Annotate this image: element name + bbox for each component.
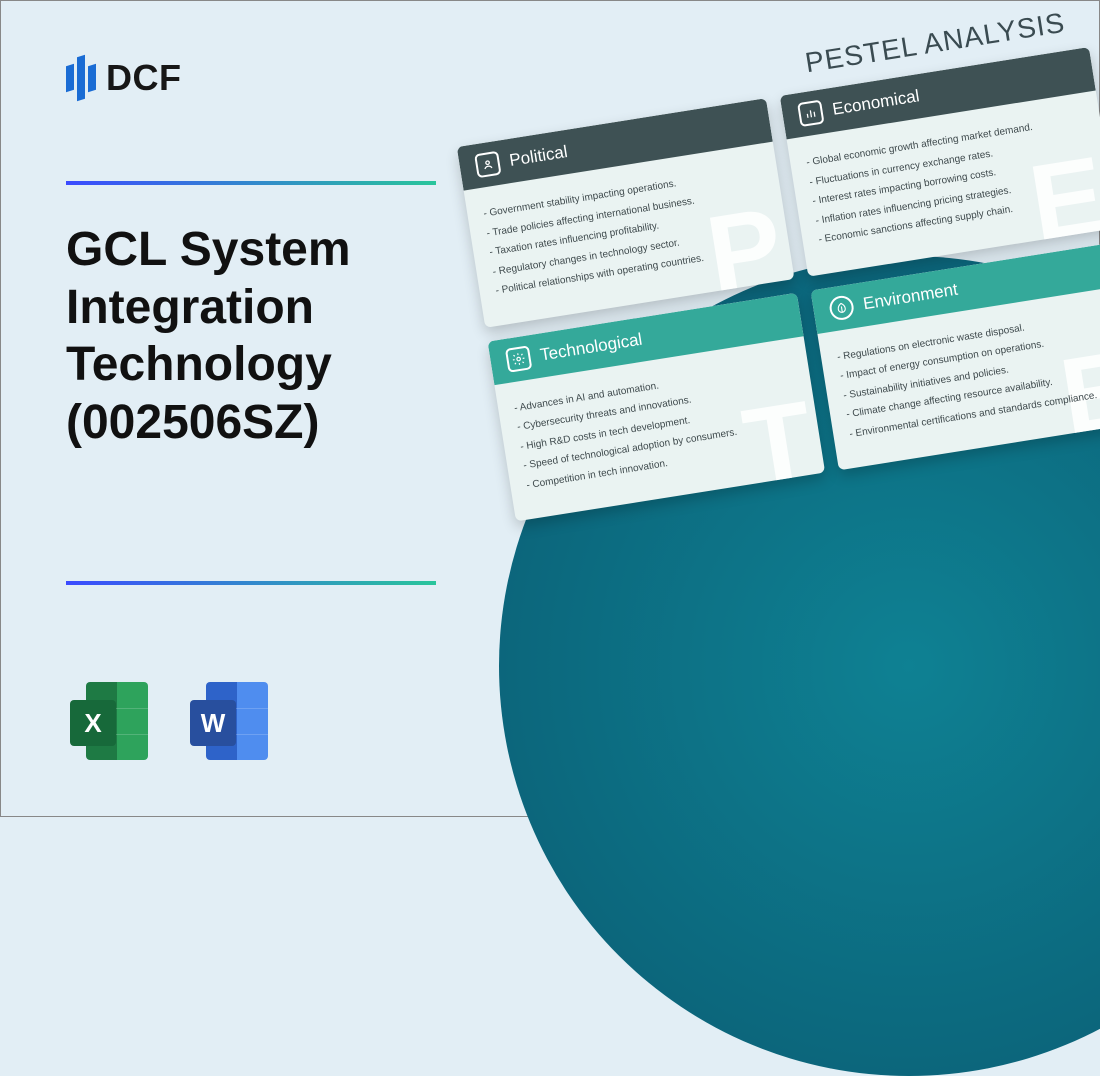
excel-letter: X <box>70 700 116 746</box>
divider-bottom <box>66 581 436 585</box>
card-title: Political <box>508 142 569 171</box>
page-title: GCL System Integration Technology (00250… <box>66 221 466 451</box>
excel-file-icon: X <box>66 676 156 766</box>
pestel-card-political: Political - Government stability impacti… <box>457 98 795 327</box>
brand-name: DCF <box>106 57 182 99</box>
logo-bars-icon <box>66 56 96 100</box>
file-icons-row: X W <box>66 676 276 766</box>
card-title: Technological <box>539 329 644 365</box>
divider-top <box>66 181 436 185</box>
leaf-icon <box>828 294 855 321</box>
gear-icon <box>505 345 532 372</box>
card-title: Environment <box>862 279 959 314</box>
pestel-card-economical: Economical - Global economic growth affe… <box>780 47 1100 276</box>
brand-logo: DCF <box>66 56 182 100</box>
bar-chart-icon <box>797 100 824 127</box>
word-file-icon: W <box>186 676 276 766</box>
shield-user-icon <box>474 151 501 178</box>
pestel-panel: PESTEL ANALYSIS Political - Government s… <box>450 4 1100 522</box>
card-title: Economical <box>831 86 921 120</box>
word-letter: W <box>190 700 236 746</box>
